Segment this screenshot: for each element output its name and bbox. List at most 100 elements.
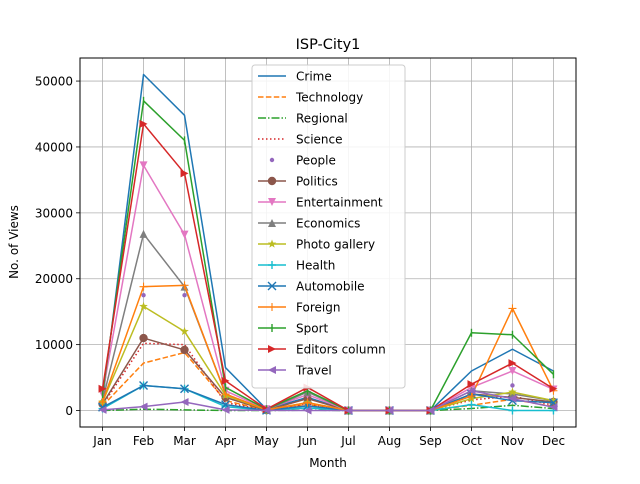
legend-entry: Travel	[258, 364, 332, 378]
data-point	[139, 380, 149, 390]
legend-marker	[267, 239, 277, 248]
x-tick-label: Jul	[340, 434, 355, 448]
x-tick-label: Jun	[297, 434, 317, 448]
data-point	[303, 398, 312, 407]
x-tick-label: May	[254, 434, 279, 448]
series-line	[102, 404, 554, 412]
legend-entry: Politics	[258, 175, 338, 189]
data-point	[139, 402, 148, 411]
y-tick-label: 30000	[35, 206, 73, 220]
data-point	[180, 281, 189, 290]
legend-label: Sport	[296, 322, 329, 336]
legend-label: Editors column	[296, 343, 386, 357]
legend-label: Health	[296, 259, 335, 273]
legend-entry: Crime	[258, 70, 332, 84]
x-tick-label: Feb	[133, 434, 154, 448]
legend-label: Technology	[295, 91, 363, 105]
legend-entry: Technology	[258, 91, 363, 105]
data-point	[139, 119, 148, 128]
legend-marker	[269, 157, 275, 163]
data-point	[182, 293, 187, 298]
series-line	[102, 390, 554, 412]
data-point	[139, 282, 148, 291]
data-point	[180, 230, 189, 239]
x-axis-label: Month	[309, 456, 347, 470]
y-tick-label: 0	[65, 404, 73, 418]
legend-entry: Health	[258, 259, 335, 273]
legend-entry: Regional	[258, 112, 348, 126]
legend-marker	[267, 281, 277, 291]
data-point	[98, 397, 107, 406]
series-regional	[102, 404, 554, 412]
data-point	[180, 397, 189, 406]
data-point	[508, 387, 517, 396]
legend-label: People	[296, 154, 336, 168]
data-point	[98, 384, 107, 393]
legend-label: Automobile	[296, 280, 365, 294]
legend-label: Entertainment	[296, 196, 383, 210]
legend-marker	[268, 261, 276, 269]
chart-title: ISP-City1	[296, 37, 361, 53]
data-point	[508, 366, 517, 375]
data-point	[510, 383, 515, 388]
series-lines	[98, 73, 558, 416]
legend-entry: Photo gallery	[258, 238, 375, 252]
data-point	[385, 406, 394, 415]
data-point	[508, 394, 517, 403]
data-point	[180, 326, 189, 336]
data-point	[467, 386, 476, 395]
legend-label: Foreign	[296, 301, 340, 315]
data-point	[141, 293, 146, 298]
legend-marker	[268, 303, 276, 311]
series-line	[101, 164, 554, 412]
data-point	[467, 400, 476, 409]
x-tick-label: Sep	[419, 434, 442, 448]
legend-entry: Sport	[258, 322, 329, 336]
legend-label: Regional	[296, 112, 348, 126]
x-tick-label: Apr	[215, 434, 236, 448]
legend-label: Economics	[296, 217, 360, 231]
data-point	[508, 359, 517, 368]
series-line	[102, 384, 554, 412]
legend-entry: Economics	[258, 217, 360, 231]
legend-label: Politics	[296, 175, 338, 189]
data-point	[180, 169, 189, 178]
y-tick-label: 20000	[35, 272, 73, 286]
series-travel	[98, 386, 558, 415]
legend-entry: Science	[258, 133, 343, 147]
legend-box	[251, 64, 406, 389]
y-axis-label: No. of Views	[7, 205, 21, 279]
data-point	[426, 406, 435, 415]
data-point	[508, 304, 517, 313]
data-point	[221, 405, 230, 414]
y-tick-label: 50000	[35, 75, 73, 89]
x-tick-label: Nov	[501, 434, 524, 448]
x-tick-label: Oct	[461, 434, 482, 448]
x-tick-label: Jan	[92, 434, 112, 448]
series-line	[101, 342, 554, 412]
legend-label: Crime	[296, 70, 332, 84]
x-tick-label: Dec	[542, 434, 565, 448]
data-point	[180, 384, 190, 394]
data-point	[549, 396, 558, 405]
data-point	[98, 405, 107, 414]
data-point	[139, 333, 148, 343]
data-point	[139, 229, 148, 238]
legend-entry: Editors column	[258, 343, 386, 357]
series-line	[101, 123, 554, 412]
data-point	[549, 403, 558, 412]
x-tick-label: Aug	[378, 434, 401, 448]
data-point	[262, 406, 271, 415]
data-point	[344, 406, 353, 415]
series-science	[101, 342, 554, 412]
legend-label: Science	[296, 133, 343, 147]
data-point	[508, 406, 517, 415]
data-point	[549, 384, 558, 393]
y-tick-label: 10000	[35, 338, 73, 352]
legend-entry: Entertainment	[258, 196, 383, 210]
data-point	[221, 376, 230, 385]
legend-entry: Foreign	[258, 301, 340, 315]
legend-label: Photo gallery	[296, 238, 375, 252]
y-tick-label: 40000	[35, 140, 73, 154]
legend-entry: Automobile	[258, 280, 365, 294]
